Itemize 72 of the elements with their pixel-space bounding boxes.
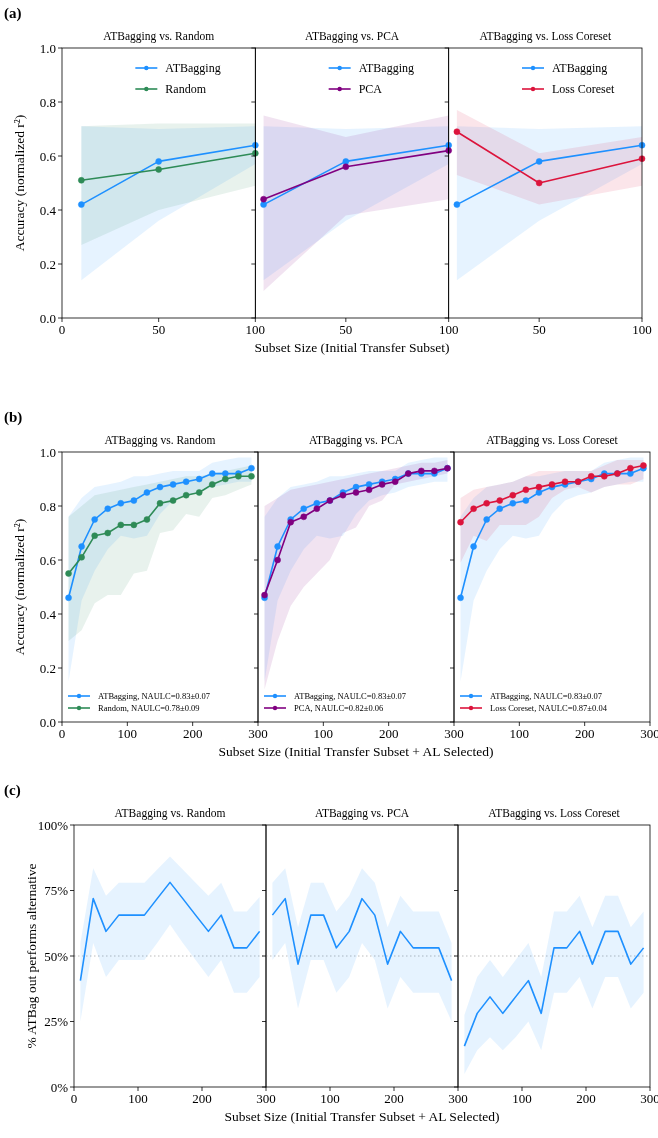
x-tick-label: 300 (248, 726, 268, 741)
legend-label: ATBagging, NAULC=0.83±0.07 (294, 690, 406, 701)
x-tick-label: 0 (58, 726, 66, 741)
chart-title: ATBagging vs. PCA (314, 807, 410, 820)
y-axis-title: % ATBag out performs alternative (24, 863, 39, 1049)
x-axis-title: Subset Size (Initial Transfer Subset + AL Selected) (224, 1109, 500, 1124)
legend-label: Loss Coreset (552, 82, 615, 97)
x-tick-label: 100 (438, 322, 459, 337)
y-tick-label: 0.6 (39, 148, 57, 164)
x-tick-label: 200 (378, 726, 399, 741)
x-tick-label: 0 (70, 1091, 78, 1106)
x-tick-label: 100 (320, 1091, 340, 1106)
x-tick-label: 200 (384, 1091, 404, 1106)
x-tick-label: 50 (532, 322, 546, 337)
y-tick-label: 0.4 (39, 202, 57, 218)
x-tick-label: 100 (632, 322, 652, 337)
legend-label: PCA (358, 82, 383, 97)
legend-label: PCA, NAULC=0.82±0.06 (294, 702, 384, 713)
x-axis-title: Subset Size (Initial Transfer Subset) (254, 340, 450, 355)
x-tick-label: 50 (152, 322, 166, 337)
x-tick-label: 300 (444, 726, 464, 741)
x-tick-label: 300 (256, 1091, 276, 1106)
chart-title: ATBagging vs. Loss Coreset (486, 434, 619, 447)
chart-title: ATBagging vs. Random (104, 434, 216, 447)
x-tick-label: 100 (117, 726, 138, 741)
text: (b) (4, 409, 23, 426)
chart-title: ATBagging vs. PCA (304, 30, 400, 43)
x-tick-label: 200 (192, 1091, 212, 1106)
y-tick-label: 0.0 (39, 714, 56, 730)
chart-title: ATBagging vs. Random (114, 807, 226, 820)
chart-title: ATBagging vs. Random (103, 30, 215, 43)
x-tick-label: 200 (574, 726, 595, 741)
legend-label: ATBagging (358, 61, 415, 76)
y-tick-label: 1.0 (39, 444, 56, 460)
x-tick-label: 100 (509, 726, 530, 741)
legend-label: ATBagging (552, 61, 608, 76)
x-tick-label: 200 (182, 726, 203, 741)
y-tick-label: 0% (50, 1079, 69, 1095)
y-tick-label: 0.8 (39, 498, 56, 514)
legend-label: ATBagging, NAULC=0.83±0.07 (98, 690, 210, 701)
x-tick-label: 0 (58, 322, 66, 337)
legend-label: Random (165, 82, 207, 97)
y-tick-label: 0.6 (39, 552, 57, 568)
legend-label: ATBagging (165, 61, 221, 76)
x-tick-label: 200 (576, 1091, 596, 1106)
y-axis-title: Accuracy (normalized r²) (12, 518, 27, 656)
x-tick-label: 300 (448, 1091, 468, 1106)
x-tick-label: 100 (245, 322, 266, 337)
y-tick-label: 0.0 (39, 310, 56, 326)
text: (c) (4, 782, 21, 799)
x-tick-label: 100 (512, 1091, 532, 1106)
x-tick-label: 100 (128, 1091, 148, 1106)
x-tick-label: 50 (339, 322, 353, 337)
chart-title: ATBagging vs. Loss Coreset (488, 807, 621, 820)
legend-label: ATBagging, NAULC=0.83±0.07 (490, 690, 602, 701)
chart-title: ATBagging vs. PCA (308, 434, 404, 447)
y-tick-label: 0.4 (39, 606, 57, 622)
y-tick-label: 0.2 (39, 660, 56, 676)
y-tick-label: 0.8 (39, 94, 56, 110)
y-tick-label: 0.2 (39, 256, 56, 272)
y-axis-title: Accuracy (normalized r²) (12, 114, 27, 252)
y-tick-label: 1.0 (39, 40, 56, 56)
y-tick-label: 100% (37, 817, 69, 833)
y-tick-label: 25% (44, 1014, 69, 1030)
x-tick-label: 100 (313, 726, 334, 741)
x-axis-title: Subset Size (Initial Transfer Subset + AL Selected) (218, 744, 494, 759)
chart-title: ATBagging vs. Loss Coreset (479, 30, 612, 43)
legend-label: Loss Coreset, NAULC=0.87±0.04 (490, 702, 608, 713)
legend-label: Random, NAULC=0.78±0.09 (98, 702, 200, 713)
y-tick-label: 50% (44, 948, 69, 964)
y-tick-label: 75% (44, 883, 69, 899)
text: (a) (4, 5, 22, 22)
